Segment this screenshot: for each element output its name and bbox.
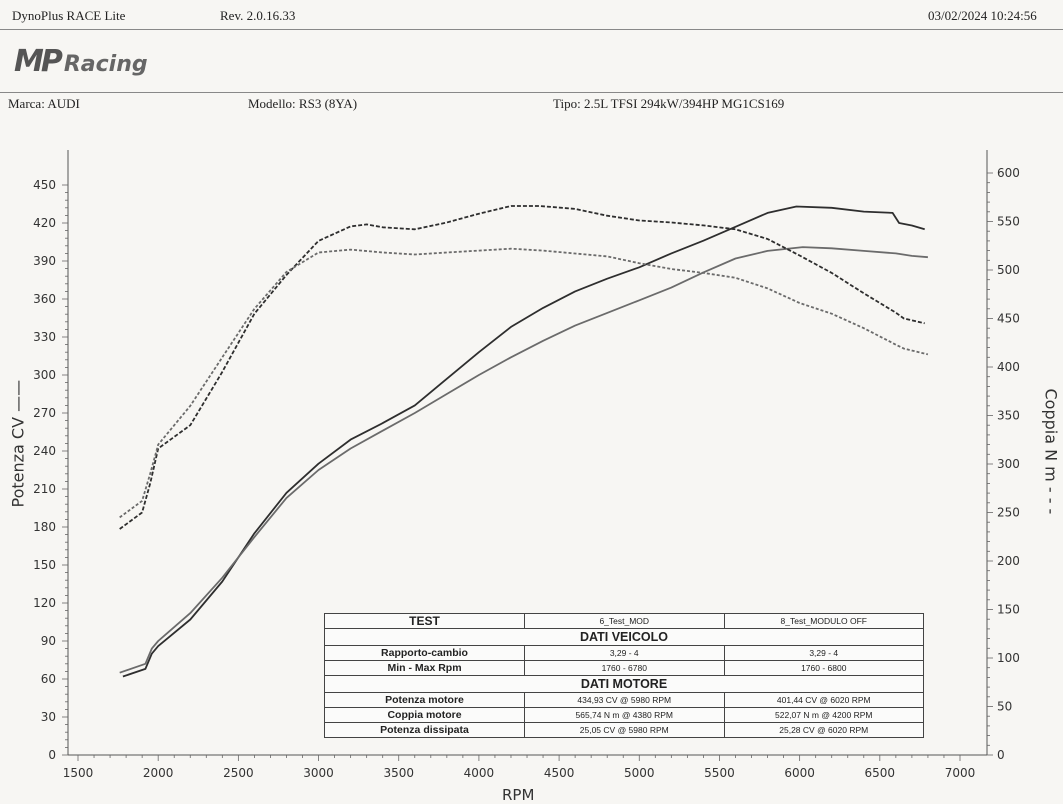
y-left-tick-label: 420	[33, 216, 56, 230]
y-left-tick-label: 390	[33, 254, 56, 268]
x-tick-label: 3500	[383, 766, 414, 780]
x-tick-label: 7000	[945, 766, 976, 780]
x-tick-label: 5000	[624, 766, 655, 780]
y-right-tick-label: 200	[997, 554, 1020, 568]
y-left-tick-label: 300	[33, 368, 56, 382]
y-left-axis-label: Potenza CV ——	[8, 379, 28, 508]
y-right-tick-label: 550	[997, 215, 1020, 229]
y-right-tick-label: 400	[997, 360, 1020, 374]
y-right-tick-label: 100	[997, 651, 1020, 665]
table-row: Min - Max Rpm 1760 - 6780 1760 - 6800	[324, 660, 924, 676]
row-value-1: 434,93 CV @ 5980 RPM	[524, 692, 725, 708]
y-left-tick-label: 240	[33, 444, 56, 458]
y-right-axis-label: Coppia N m - - -	[1041, 388, 1061, 515]
x-tick-label: 5500	[704, 766, 735, 780]
section-engine: DATI MOTORE	[324, 675, 924, 693]
row-label: Coppia motore	[324, 707, 525, 723]
header-rule	[0, 29, 1063, 30]
row-value-1: 3,29 - 4	[524, 645, 725, 661]
revision-label: Rev. 2.0.16.33	[220, 8, 296, 23]
test-col-1: 6_Test_MOD	[524, 613, 725, 629]
table-row: Potenza motore 434,93 CV @ 5980 RPM 401,…	[324, 692, 924, 708]
vehicle-make: Marca: AUDI	[8, 96, 80, 111]
x-tick-label: 2500	[223, 766, 254, 780]
test-col-2: 8_Test_MODULO OFF	[723, 613, 924, 629]
y-left-tick-label: 210	[33, 482, 56, 496]
x-tick-label: 4000	[464, 766, 495, 780]
y-right-tick-label: 250	[997, 506, 1020, 520]
x-tick-label: 6500	[865, 766, 896, 780]
app-name: DynoPlus RACE Lite	[12, 8, 126, 23]
row-label: Potenza motore	[324, 692, 525, 708]
logo-racing: Racing	[63, 52, 148, 77]
results-table: TEST 6_Test_MOD 8_Test_MODULO OFF DATI V…	[324, 613, 924, 738]
y-right-tick-label: 500	[997, 263, 1020, 277]
x-axis-label: RPM	[502, 786, 535, 804]
x-tick-label: 1500	[63, 766, 94, 780]
row-value-2: 25,28 CV @ 6020 RPM	[723, 722, 924, 738]
y-left-tick-label: 180	[33, 520, 56, 534]
table-row: Potenza dissipata 25,05 CV @ 5980 RPM 25…	[324, 722, 924, 738]
row-value-2: 522,07 N m @ 4200 RPM	[723, 707, 924, 723]
row-value-2: 3,29 - 4	[723, 645, 924, 661]
mp-racing-logo: MP Racing	[14, 44, 164, 80]
vehicle-type: Tipo: 2.5L TFSI 294kW/394HP MG1CS169	[553, 96, 785, 111]
y-right-tick-label: 150	[997, 603, 1020, 617]
y-left-tick-label: 90	[41, 634, 56, 648]
y-left-tick-label: 360	[33, 292, 56, 306]
row-value-1: 565,74 N m @ 4380 RPM	[524, 707, 725, 723]
torque-line-8-test-modulo-off	[119, 247, 929, 519]
power-line-6-test-mod	[122, 205, 925, 678]
y-left-tick-label: 120	[33, 596, 56, 610]
table-row: Rapporto-cambio 3,29 - 4 3,29 - 4	[324, 645, 924, 661]
y-left-tick-label: 330	[33, 330, 56, 344]
y-right-tick-label: 600	[997, 166, 1020, 180]
row-value-1: 25,05 CV @ 5980 RPM	[524, 722, 725, 738]
section-engine-row: DATI MOTORE	[324, 675, 924, 693]
x-tick-label: 4500	[544, 766, 575, 780]
y-left-tick-label: 150	[33, 558, 56, 572]
table-row: Coppia motore 565,74 N m @ 4380 RPM 522,…	[324, 707, 924, 723]
torque-line-6-test-mod	[119, 205, 925, 530]
y-left-tick-label: 270	[33, 406, 56, 420]
row-value-2: 1760 - 6800	[723, 660, 924, 676]
x-tick-label: 3000	[303, 766, 334, 780]
logo-mp: MP	[14, 44, 63, 79]
y-right-tick-label: 50	[997, 700, 1012, 714]
x-tick-label: 2000	[143, 766, 174, 780]
row-label: Rapporto-cambio	[324, 645, 525, 661]
y-left-tick-label: 30	[41, 710, 56, 724]
y-left-tick-label: 0	[48, 748, 56, 762]
y-right-tick-label: 450	[997, 312, 1020, 326]
datetime-label: 03/02/2024 10:24:56	[928, 8, 1037, 23]
x-tick-label: 6000	[784, 766, 815, 780]
vehicle-model: Modello: RS3 (8YA)	[248, 96, 358, 111]
y-right-tick-label: 0	[997, 748, 1005, 762]
y-right-tick-label: 350	[997, 409, 1020, 423]
row-value-1: 1760 - 6780	[524, 660, 725, 676]
row-label: Potenza dissipata	[324, 722, 525, 738]
logo-rule	[0, 92, 1063, 93]
test-header: TEST	[324, 613, 525, 629]
y-left-tick-label: 450	[33, 178, 56, 192]
row-label: Min - Max Rpm	[324, 660, 525, 676]
section-vehicle: DATI VEICOLO	[324, 628, 924, 646]
section-vehicle-row: DATI VEICOLO	[324, 628, 924, 646]
y-left-tick-label: 60	[41, 672, 56, 686]
y-right-tick-label: 300	[997, 457, 1020, 471]
power-line-8-test-modulo-off	[119, 246, 928, 674]
row-value-2: 401,44 CV @ 6020 RPM	[723, 692, 924, 708]
table-header-row: TEST 6_Test_MOD 8_Test_MODULO OFF	[324, 613, 924, 629]
